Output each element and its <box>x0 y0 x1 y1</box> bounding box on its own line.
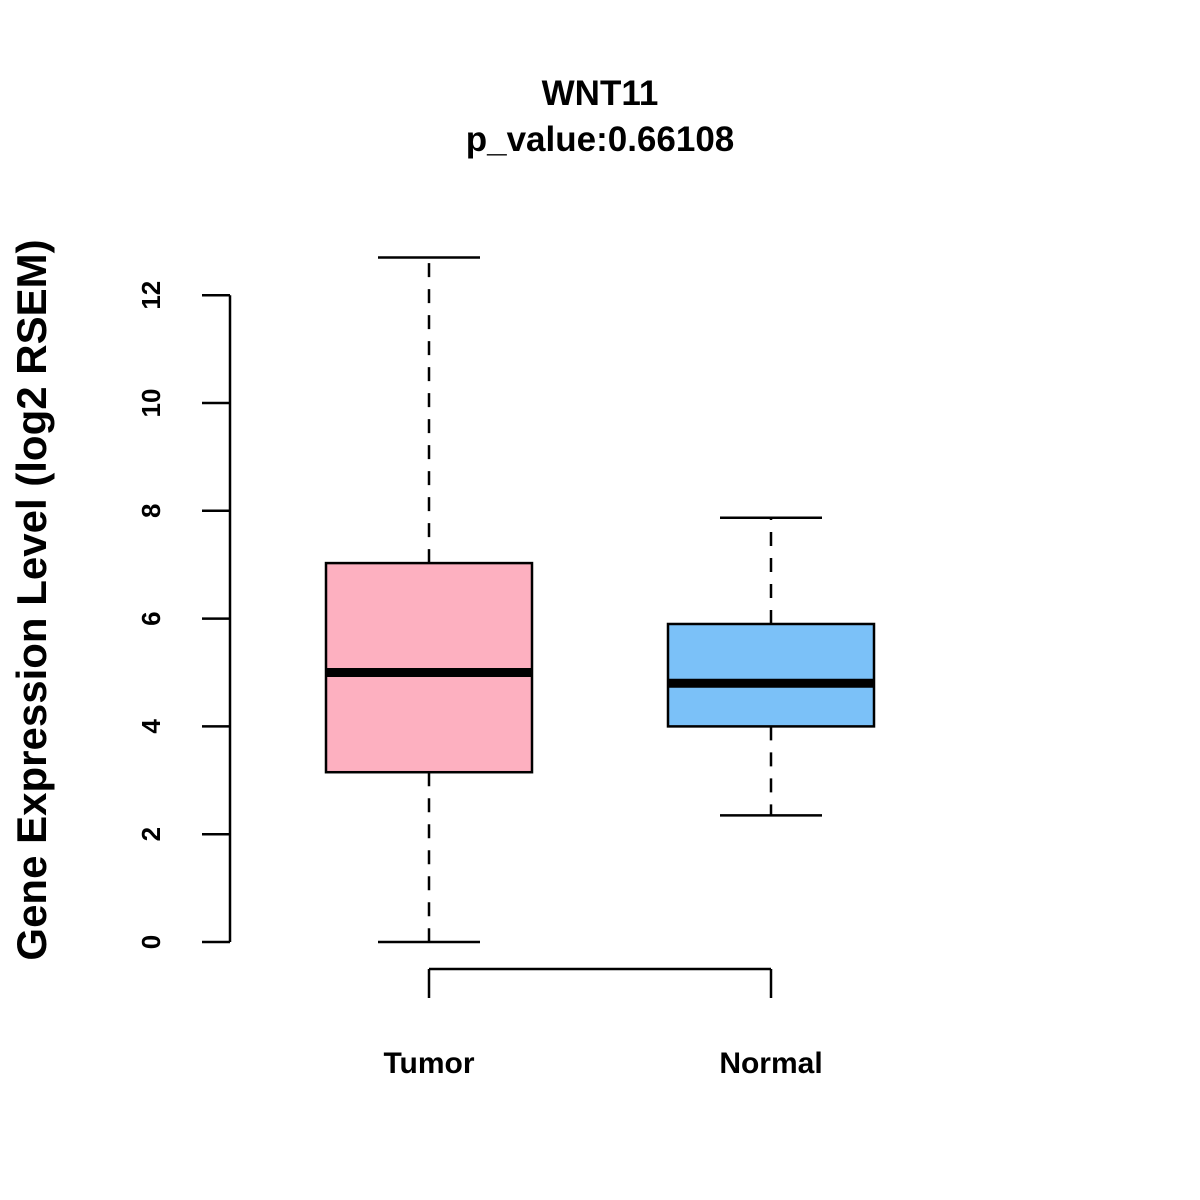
x-axis-group-bracket <box>427 967 773 998</box>
x-category-label: Normal <box>719 1047 822 1080</box>
chart-title: WNT11 <box>542 74 659 113</box>
y-tick-label: 4 <box>136 719 166 734</box>
y-axis-label: Gene Expression Level (log2 RSEM) <box>8 239 55 960</box>
box-normal <box>666 516 876 817</box>
y-tick-label: 0 <box>136 935 166 949</box>
box-tumor <box>324 256 534 944</box>
iqr-box <box>666 622 876 728</box>
chart-title-group: WNT11 p_value:0.66108 <box>466 74 735 159</box>
y-tick-label: 6 <box>136 611 166 625</box>
y-tick-label: 10 <box>136 389 166 418</box>
y-tick-label: 12 <box>136 281 166 310</box>
iqr-box <box>324 561 534 774</box>
y-tick-label: 2 <box>136 827 166 841</box>
x-category-labels: Tumor Normal <box>383 1047 822 1080</box>
boxes <box>324 256 876 944</box>
y-axis: 0 2 4 6 8 10 12 <box>136 281 232 949</box>
x-category-label: Tumor <box>383 1047 474 1080</box>
chart-subtitle: p_value:0.66108 <box>466 120 735 159</box>
y-tick-label: 8 <box>136 504 166 518</box>
